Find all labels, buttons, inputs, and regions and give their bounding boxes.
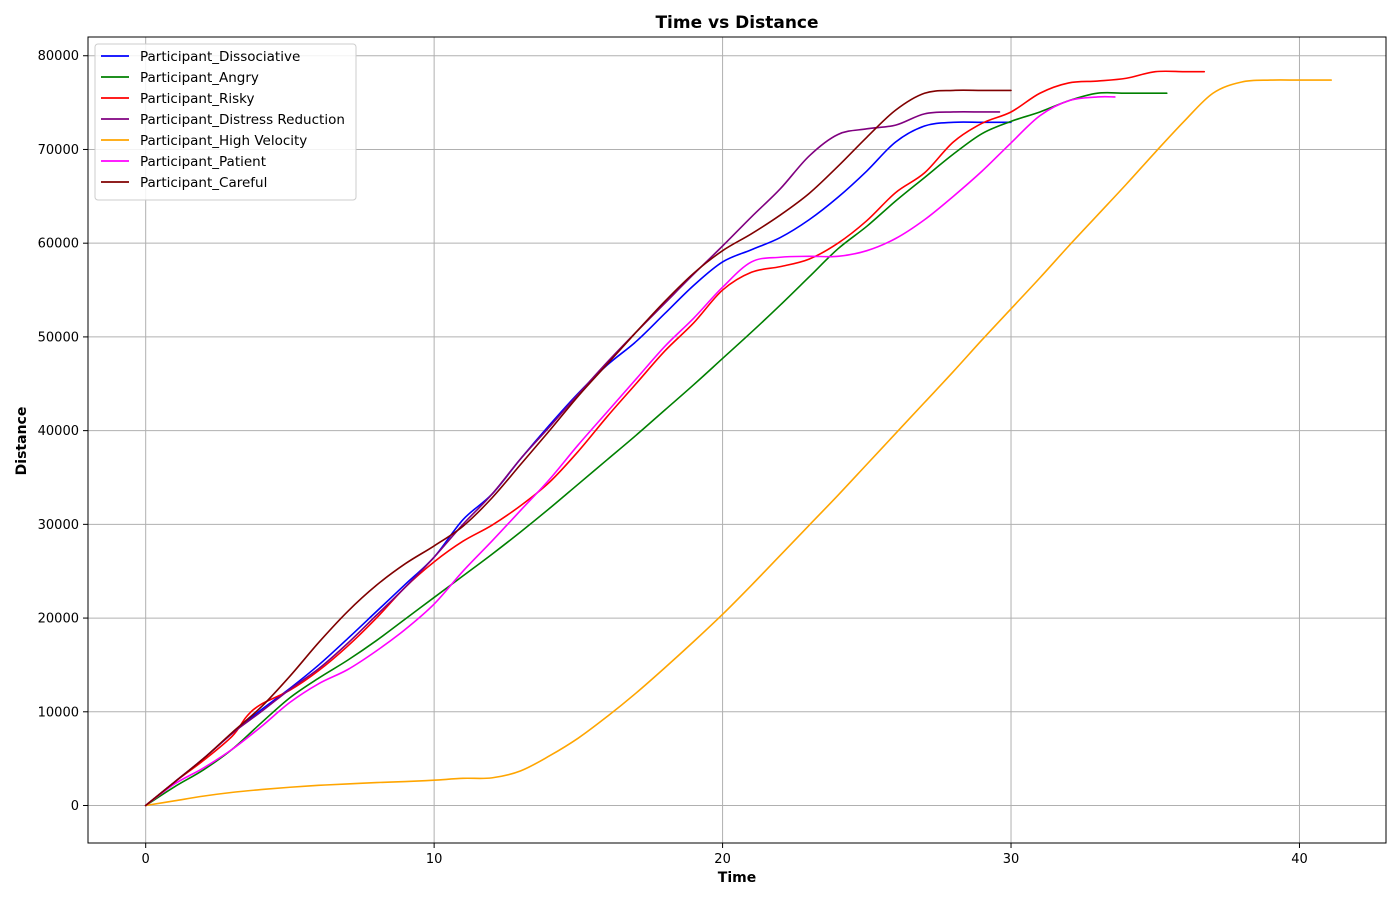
legend-label-participant-distress-reduction: Participant_Distress Reduction <box>140 112 345 128</box>
chart-title: Time vs Distance <box>655 13 818 33</box>
y-tick-label: 80000 <box>38 49 79 64</box>
y-tick-label: 30000 <box>38 518 79 533</box>
y-tick-label: 0 <box>71 799 79 814</box>
y-tick-label: 60000 <box>38 237 79 252</box>
legend-label-participant-careful: Participant_Careful <box>140 175 267 191</box>
series-lines <box>144 70 1332 807</box>
series-line-participant-careful <box>144 89 1012 807</box>
legend-label-participant-angry: Participant_Angry <box>140 70 259 86</box>
legend-label-participant-patient: Participant_Patient <box>140 154 266 170</box>
y-tick-label: 10000 <box>38 705 79 720</box>
x-tick-label: 20 <box>714 852 731 867</box>
x-tick-label: 10 <box>426 852 443 867</box>
y-tick-label: 40000 <box>38 424 79 439</box>
x-tick-label: 0 <box>142 852 150 867</box>
series-line-participant-angry <box>144 91 1168 807</box>
legend: Participant_Dissociative Participant_Angr… <box>94 43 357 201</box>
legend-label-participant-dissociative: Participant_Dissociative <box>140 49 300 65</box>
x-axis-label: Time <box>718 870 756 886</box>
x-tick-label: 40 <box>1291 852 1308 867</box>
y-axis-label: Distance <box>14 407 30 476</box>
legend-box <box>94 43 357 201</box>
y-tick-label: 70000 <box>38 143 79 158</box>
series-line-participant-risky <box>144 70 1206 807</box>
axis-ticks: 0 10 20 30 40 0 10000 20000 30000 40000 50000 60000… <box>38 49 1308 867</box>
x-tick-label: 30 <box>1003 852 1020 867</box>
plot-frame <box>87 36 1387 844</box>
legend-label-participant-high-velocity: Participant_High Velocity <box>140 133 307 149</box>
legend-label-participant-risky: Participant_Risky <box>140 91 255 107</box>
series-line-participant-patient <box>144 95 1116 807</box>
y-tick-label: 20000 <box>38 612 79 627</box>
series-line-participant-high-velocity <box>144 79 1332 807</box>
series-line-participant-distress-reduction <box>144 111 1001 807</box>
y-tick-label: 50000 <box>38 330 79 345</box>
